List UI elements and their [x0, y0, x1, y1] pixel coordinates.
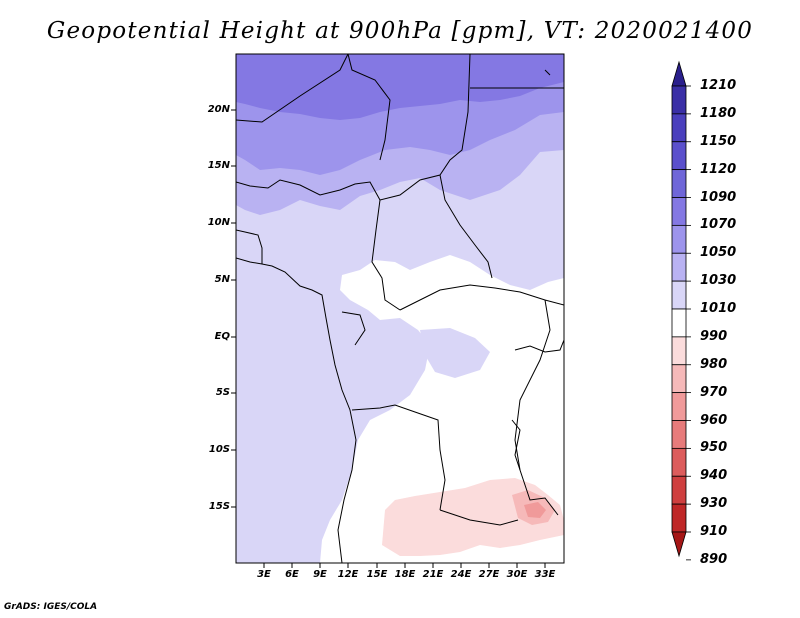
coastline: [236, 257, 357, 563]
lat-label-eq: EQ: [214, 331, 230, 342]
colorbar-label: 1180: [700, 105, 737, 121]
colorbar-label: 1120: [700, 161, 737, 177]
grads-credit: GrADS: IGES/COLA: [4, 602, 98, 612]
colorbar-swatch: [671, 280, 687, 310]
colorbar-swatch: [671, 169, 687, 198]
lon-label-24e: 24E: [450, 569, 472, 580]
lat-label-5s: 5S: [215, 387, 230, 398]
field-mid-east: [420, 328, 490, 378]
colorbar-label: 910: [700, 524, 728, 539]
field-very-high: [236, 54, 564, 120]
lat-label-15n: 15N: [207, 160, 230, 171]
field-lowest: [524, 502, 546, 518]
colorbar-label: 970: [700, 384, 728, 400]
lon-label-6e: 6E: [285, 569, 299, 580]
colorbar-label: 980: [700, 356, 728, 372]
lon-label-33e: 33E: [534, 569, 556, 580]
lat-label-20n: 20N: [207, 104, 230, 115]
colorbar-label: 990: [700, 328, 728, 344]
colorbar-swatch: [671, 252, 687, 282]
colorbar-swatch: [671, 392, 687, 421]
colorbar-swatch: [671, 113, 687, 143]
lon-label-3e: 3E: [257, 569, 271, 580]
geopotential-field: [236, 54, 564, 563]
colorbar-label: 1030: [700, 273, 737, 289]
map-border: [235, 53, 565, 564]
colorbar-label: 960: [700, 412, 728, 428]
colorbar-label: 1210: [700, 78, 737, 93]
colorbar-label: 1010: [700, 301, 737, 316]
colorbar-label: 950: [700, 440, 728, 456]
lon-ticks: [263, 563, 546, 568]
lon-label-18e: 18E: [394, 569, 416, 580]
lon-label-30e: 30E: [506, 569, 528, 580]
colorbar-swatch: [671, 336, 687, 366]
map-title: Geopotential Height at 900hPa [gpm], VT:…: [46, 18, 754, 44]
colorbar-swatch: [671, 141, 687, 171]
boundaries: [236, 54, 564, 563]
colorbar-swatch: [671, 503, 687, 533]
lat-ticks: [231, 109, 236, 508]
lon-label-21e: 21E: [422, 569, 444, 580]
colorbar-swatch: [671, 475, 687, 505]
colorbar-label: 930: [700, 496, 728, 512]
colorbar: [671, 60, 691, 561]
colorbar-swatch: [671, 308, 687, 338]
colorbar-label: 1090: [700, 189, 737, 205]
colorbar-swatch: [671, 85, 687, 115]
lat-label-15s: 15S: [208, 501, 230, 512]
colorbar-swatch: [671, 197, 687, 226]
colorbar-swatch: [671, 447, 687, 477]
lon-label-9e: 9E: [313, 569, 327, 580]
colorbar-label: 890: [700, 551, 728, 567]
colorbar-swatch: [671, 364, 687, 394]
colorbar-label: 1150: [700, 133, 737, 149]
lat-label-10n: 10N: [207, 217, 230, 228]
colorbar-label: 1050: [700, 245, 737, 261]
colorbar-swatch: [671, 420, 687, 449]
colorbar-label: 1070: [700, 217, 737, 233]
colorbar-swatch-top: [671, 60, 687, 87]
lon-label-15e: 15E: [366, 569, 388, 580]
lon-label-27e: 27E: [478, 569, 500, 580]
colorbar-label: 940: [700, 468, 728, 484]
lon-label-12e: 12E: [337, 569, 359, 580]
colorbar-swatch-bottom: [671, 531, 687, 558]
colorbar-swatch: [671, 224, 687, 254]
lat-label-5n: 5N: [214, 274, 230, 285]
lat-label-10s: 10S: [208, 444, 230, 455]
